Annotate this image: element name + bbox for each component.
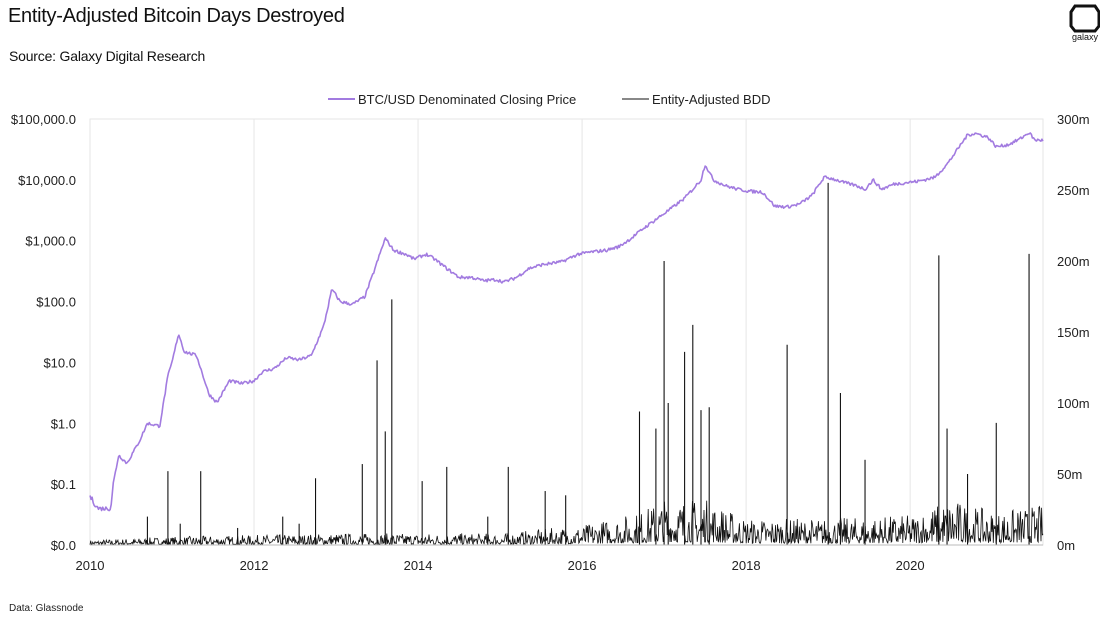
left-tick-label: $10.0 — [43, 355, 76, 370]
x-tick-label: 2020 — [896, 558, 925, 573]
galaxy-logo: galaxy — [1068, 2, 1100, 46]
x-tick-label: 2010 — [76, 558, 105, 573]
right-tick-label: 200m — [1057, 254, 1090, 269]
price-series — [89, 132, 1044, 512]
left-tick-label: $0.0 — [51, 538, 76, 553]
left-tick-label: $1,000.0 — [25, 234, 76, 249]
bdd-line — [89, 500, 1044, 547]
bdd-series — [89, 182, 1044, 547]
galaxy-logo-word: galaxy — [1071, 32, 1098, 42]
left-tick-label: $0.1 — [51, 477, 76, 492]
right-tick-label: 0m — [1057, 538, 1075, 553]
galaxy-logo-icon — [1069, 4, 1100, 33]
x-tick-label: 2012 — [240, 558, 269, 573]
left-tick-label: $100.0 — [36, 295, 76, 310]
left-tick-label: $10,000.0 — [18, 173, 76, 188]
right-tick-label: 50m — [1057, 467, 1082, 482]
price-line — [89, 132, 1044, 512]
x-tick-label: 2016 — [568, 558, 597, 573]
right-tick-label: 100m — [1057, 396, 1090, 411]
left-tick-label: $1.0 — [51, 416, 76, 431]
right-tick-label: 300m — [1057, 112, 1090, 127]
legend: BTC/USD Denominated Closing Price Entity… — [328, 92, 771, 107]
right-tick-label: 150m — [1057, 325, 1090, 340]
legend-label-price: BTC/USD Denominated Closing Price — [358, 92, 576, 107]
chart-subtitle: Source: Galaxy Digital Research — [9, 48, 206, 64]
right-tick-label: 250m — [1057, 183, 1090, 198]
footer-note: Data: Glassnode — [9, 603, 84, 614]
chart-title: Entity-Adjusted Bitcoin Days Destroyed — [8, 5, 345, 27]
legend-label-bdd: Entity-Adjusted BDD — [652, 92, 771, 107]
x-tick-label: 2018 — [732, 558, 761, 573]
x-tick-label: 2014 — [404, 558, 433, 573]
left-tick-label: $100,000.0 — [11, 112, 76, 127]
axes: $0.0 $0.1 $1.0 $10.0 $100.0 $1,000.0 $10,000.0… — [11, 112, 1090, 573]
